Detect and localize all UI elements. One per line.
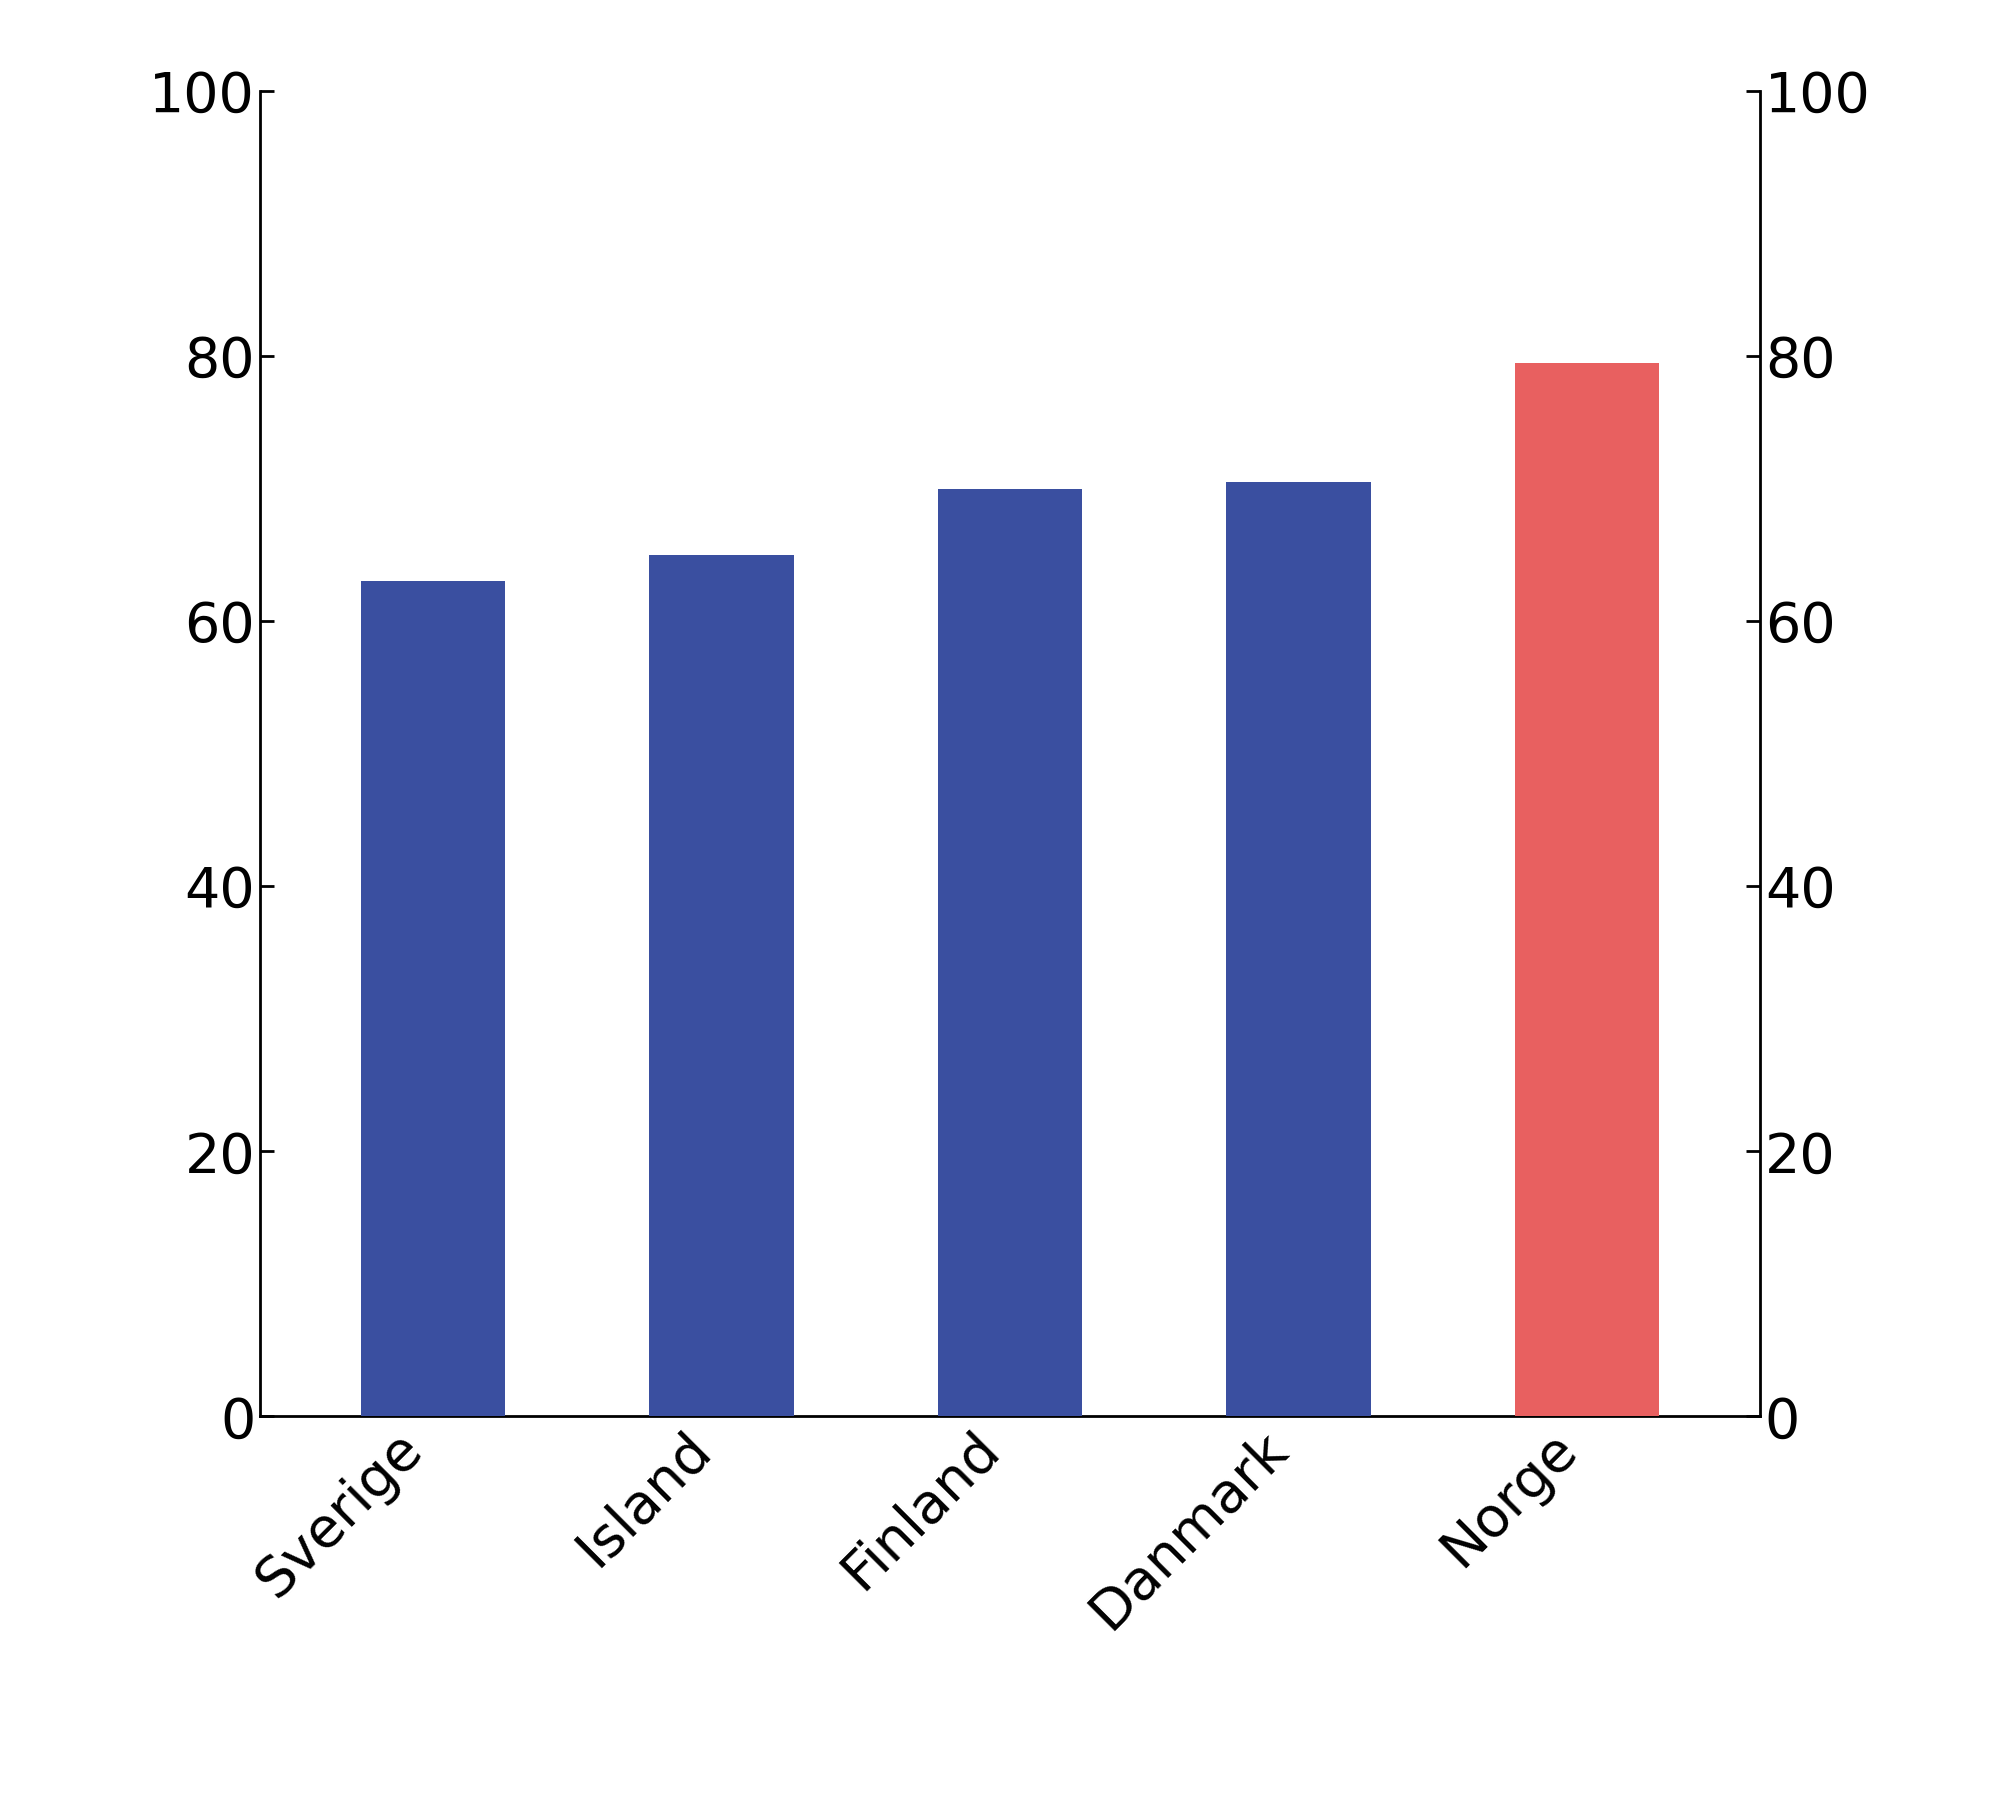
Bar: [360, 581, 506, 1416]
Bar: [938, 489, 1082, 1416]
Bar: [650, 556, 794, 1416]
Bar: [1226, 481, 1370, 1416]
Bar: [1514, 363, 1660, 1416]
